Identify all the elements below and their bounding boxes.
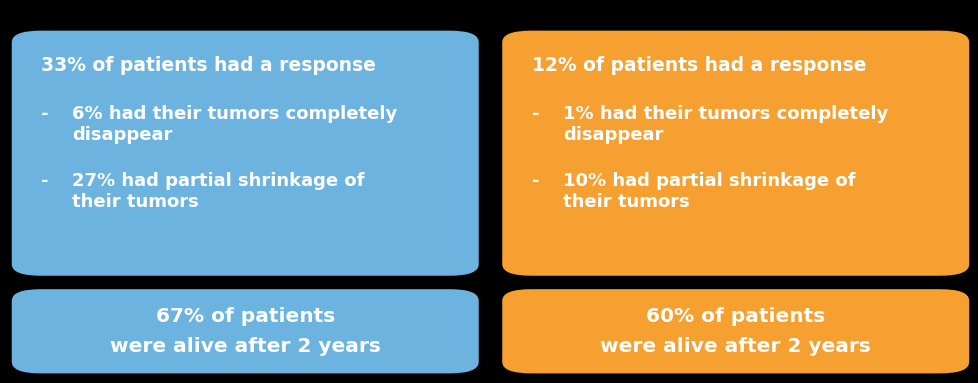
Text: 67% of patients
were alive after 2 years: 67% of patients were alive after 2 years: [110, 307, 380, 355]
Text: 12% of patients had a response: 12% of patients had a response: [531, 56, 866, 75]
Text: 6% had their tumors completely
disappear: 6% had their tumors completely disappear: [72, 105, 397, 144]
Text: -: -: [41, 105, 49, 123]
Text: -: -: [531, 172, 539, 190]
FancyBboxPatch shape: [12, 289, 478, 373]
Text: 33% of patients had a response: 33% of patients had a response: [41, 56, 376, 75]
Text: 10% had partial shrinkage of
their tumors: 10% had partial shrinkage of their tumor…: [562, 172, 855, 211]
Text: 60% of patients
were alive after 2 years: 60% of patients were alive after 2 years: [600, 307, 870, 355]
Text: 27% had partial shrinkage of
their tumors: 27% had partial shrinkage of their tumor…: [72, 172, 365, 211]
FancyBboxPatch shape: [12, 31, 478, 276]
Text: -: -: [41, 172, 49, 190]
Text: 1% had their tumors completely
disappear: 1% had their tumors completely disappear: [562, 105, 887, 144]
Text: -: -: [531, 105, 539, 123]
FancyBboxPatch shape: [502, 31, 968, 276]
FancyBboxPatch shape: [502, 289, 968, 373]
